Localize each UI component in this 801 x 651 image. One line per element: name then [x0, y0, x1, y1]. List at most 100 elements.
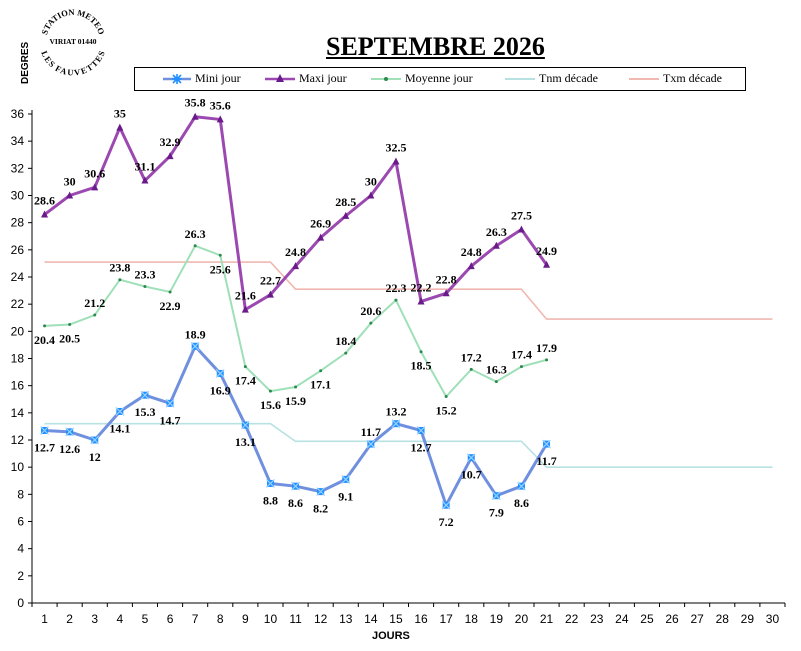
legend-label-moyenne: Moyenne jour [405, 71, 473, 85]
maxi-point [166, 152, 174, 160]
x-tick-label: 11 [289, 612, 302, 626]
moyenne-point [93, 313, 97, 317]
maxi-data-label: 24.9 [536, 244, 557, 258]
maxi-data-label: 35 [114, 107, 126, 121]
moyenne-point [43, 324, 47, 328]
mini-point-cross [90, 435, 100, 445]
mini-data-label: 10.7 [461, 468, 482, 482]
mini-point-cross [291, 481, 300, 491]
moyenne-data-label: 22.9 [160, 299, 181, 313]
series-line-tnm-decade [44, 422, 773, 468]
moyenne-data-label: 22.3 [385, 281, 406, 295]
mini-point-cross [190, 341, 200, 351]
x-tick-label: 5 [142, 612, 149, 626]
maxi-point [191, 112, 199, 120]
y-tick-label: 4 [17, 542, 24, 556]
x-tick-label: 4 [117, 612, 124, 626]
moyenne-data-label: 17.1 [310, 378, 331, 392]
legend-item-mini: Mini jour [163, 71, 241, 86]
mini-data-label: 8.6 [288, 496, 303, 510]
mini-point-cross [517, 481, 526, 491]
x-tick-label: 13 [339, 612, 353, 626]
maxi-data-label: 22.8 [436, 272, 457, 286]
x-tick-label: 15 [389, 612, 403, 626]
x-tick-label: 19 [490, 612, 504, 626]
moyenne-point [218, 253, 222, 257]
mini-point-cross [165, 398, 175, 408]
moyenne-point [168, 290, 172, 294]
moyenne-data-label: 17.4 [235, 374, 256, 388]
x-tick-label: 12 [314, 612, 328, 626]
maxi-point [442, 289, 450, 297]
chart-legend: Mini jour Maxi jour Moyenne jour Tnm déc… [134, 67, 746, 91]
x-tick-label: 18 [465, 612, 479, 626]
y-tick-label: 22 [11, 297, 25, 311]
maxi-point [292, 262, 300, 270]
moyenne-point [394, 298, 398, 302]
moyenne-point [545, 358, 549, 362]
moyenne-point [294, 385, 298, 389]
y-tick-label: 24 [11, 270, 25, 284]
moyenne-data-label: 20.6 [360, 304, 381, 318]
mini-data-label: 13.1 [235, 435, 256, 449]
mini-point-cross [341, 474, 351, 484]
y-tick-label: 26 [11, 243, 25, 257]
legend-label-mini: Mini jour [195, 71, 241, 85]
mini-data-label: 12.7 [34, 440, 55, 454]
y-tick-label: 32 [11, 161, 25, 175]
mini-data-label: 7.2 [439, 515, 454, 529]
moyenne-point [444, 395, 448, 399]
moyenne-point [118, 278, 122, 282]
moyenne-point [143, 285, 147, 289]
x-tick-label: 1 [41, 612, 48, 626]
moyenne-point [68, 323, 72, 327]
maxi-point [216, 115, 224, 123]
x-axis-label: JOURS [372, 630, 410, 642]
moyenne-point [469, 367, 473, 371]
moyenne-point [243, 365, 247, 369]
x-tick-label: 16 [414, 612, 428, 626]
maxi-data-label: 26.9 [310, 217, 331, 231]
maxi-point [91, 183, 99, 191]
x-tick-label: 9 [242, 612, 249, 626]
x-tick-label: 24 [615, 612, 629, 626]
moyenne-point [319, 369, 323, 373]
stamp-line1: STATION METEO [39, 7, 107, 36]
maxi-point [266, 290, 274, 298]
mini-data-label: 12 [89, 450, 101, 464]
moyenne-point [419, 350, 423, 354]
moyenne-point [193, 244, 197, 248]
x-tick-label: 14 [364, 612, 378, 626]
y-tick-label: 6 [17, 515, 24, 529]
stamp-line2: VIRIAT 01440 [49, 37, 96, 46]
chart-title: SEPTEMBRE 2026 [326, 32, 545, 61]
mini-point-cross [491, 491, 501, 501]
maxi-point [317, 233, 325, 241]
maxi-point [492, 241, 500, 249]
maxi-data-label: 30.6 [84, 166, 105, 180]
mini-data-label: 11.7 [536, 454, 556, 468]
x-tick-label: 2 [66, 612, 73, 626]
moyenne-data-label: 18.4 [335, 334, 356, 348]
mini-point-cross [240, 420, 250, 430]
maxi-data-label: 24.8 [285, 245, 306, 259]
x-tick-label: 6 [167, 612, 174, 626]
maxi-point [66, 191, 74, 199]
moyenne-data-label: 23.3 [134, 268, 155, 282]
x-tick-label: 30 [766, 612, 780, 626]
moyenne-data-label: 20.4 [34, 333, 55, 347]
x-tick-label: 8 [217, 612, 224, 626]
moyenne-point [494, 380, 498, 384]
moyenne-data-label: 15.9 [285, 394, 306, 408]
mini-point-cross [115, 407, 125, 416]
x-tick-label: 28 [716, 612, 730, 626]
legend-item-maxi: Maxi jour [265, 71, 347, 86]
x-tick-label: 3 [91, 612, 98, 626]
x-tick-label: 17 [439, 612, 453, 626]
moyenne-data-label: 23.8 [109, 261, 130, 275]
mini-point-cross [391, 419, 401, 429]
y-tick-label: 20 [11, 324, 25, 338]
moyenne-data-label: 15.2 [436, 404, 457, 418]
mini-data-label: 18.9 [185, 327, 206, 341]
